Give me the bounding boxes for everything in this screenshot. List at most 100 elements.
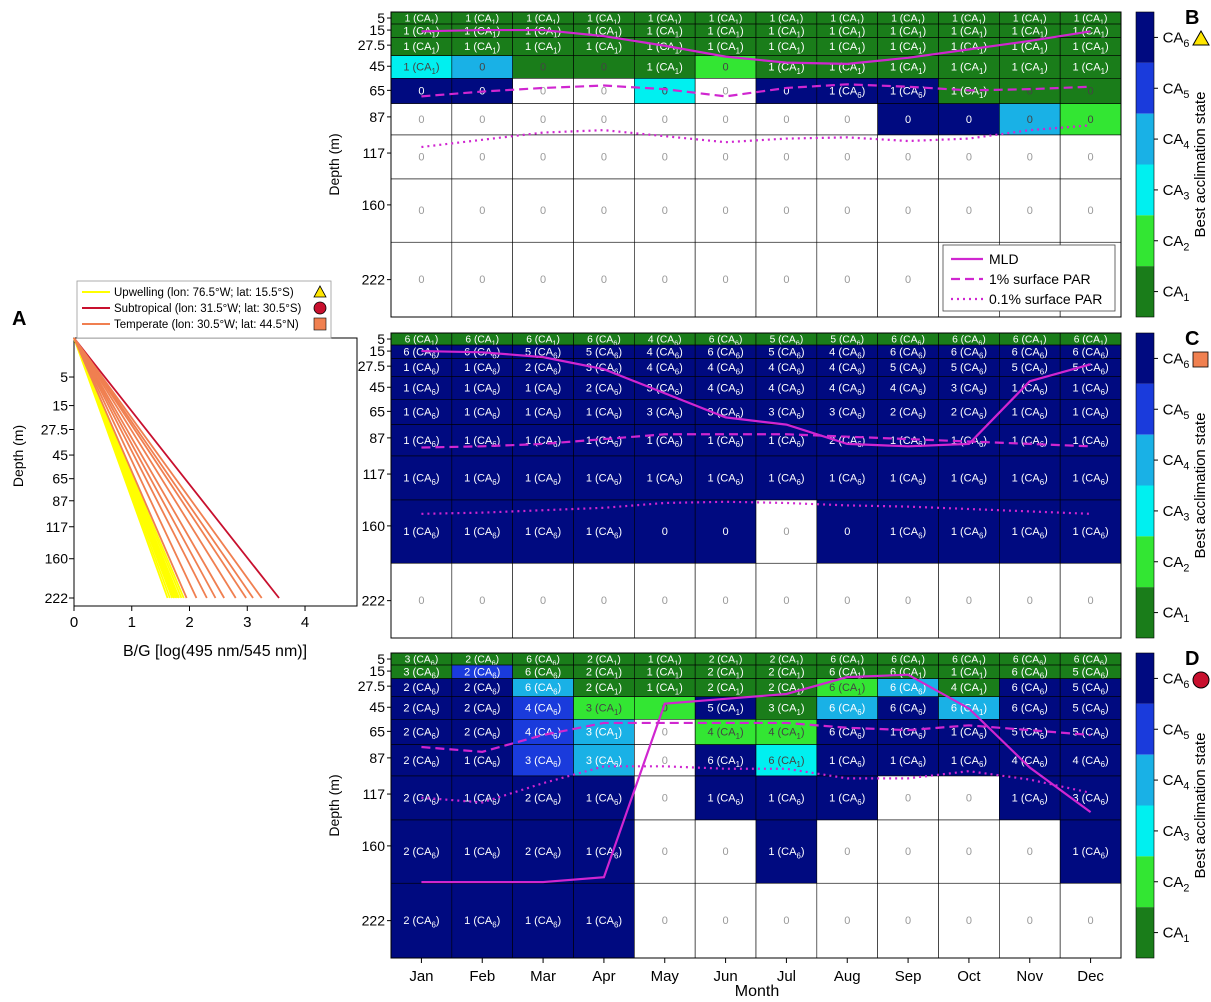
panel-d-colorbar-seg-0 <box>1136 653 1154 704</box>
panel-c-ytick-7: 160 <box>362 518 386 534</box>
panel-d-cell-5-8 <box>877 744 939 777</box>
panel-d-xtick-7: Aug <box>834 968 861 985</box>
panel-c-cell-label-2-7: 4 (CA6) <box>829 362 865 376</box>
panel-b-colorbar-seg-5 <box>1136 266 1154 317</box>
panel-b-cell-label-8-2: 0 <box>540 274 546 286</box>
panel-c-cell-label-2-4: 4 (CA6) <box>647 362 683 376</box>
panel-b-cell-4-0 <box>390 78 453 104</box>
panel-a-lines <box>73 337 280 599</box>
series-line-2-1 <box>73 337 198 599</box>
series-line-2-6 <box>73 337 247 599</box>
panel-c-cell-8-5 <box>694 562 757 639</box>
panel-b-cell-label-4-2: 0 <box>540 85 546 97</box>
panel-c-cell-label-0-1: 6 (CA1) <box>465 334 499 347</box>
panel-c-cell-label-0-3: 6 (CA6) <box>587 334 621 347</box>
panel-d-cell-label-2-8: 6 (CA6) <box>890 682 926 696</box>
panel-b-cell-label-8-1: 0 <box>479 274 485 286</box>
panel-b-cell-label-6-8: 0 <box>905 151 911 163</box>
panel-b: 1 (CA1) 1 (CA1) 1 (CA1) 1 (CA1) 1 (CA1) 1 (CA… <box>326 7 1210 318</box>
panel-d-ytick-4: 65 <box>369 723 385 739</box>
panel-c-cell-label-7-5: 0 <box>723 526 729 538</box>
panel-c-ytick-8: 222 <box>362 593 386 609</box>
panel-c-colorbar-seg-3 <box>1136 485 1154 537</box>
panel-d-par1-line <box>421 721 1091 753</box>
panel-d-cell-8-3 <box>573 882 635 959</box>
panel-b-cell-label-1-6: 1 (CA1) <box>768 25 804 39</box>
panel-b-cell-label-0-11: 1 (CA1) <box>1074 13 1108 26</box>
panel-c-colorbar-seg-1 <box>1136 383 1154 435</box>
panel-c-cell-label-4-3: 1 (CA6) <box>586 406 622 420</box>
panel-d-frame <box>390 652 1122 959</box>
panel-d-cell-label-0-9: 6 (CA1) <box>952 654 986 667</box>
panel-d-cell-label-3-3: 3 (CA1) <box>586 703 622 717</box>
panel-d-cell-label-7-7: 0 <box>844 846 850 858</box>
panel-c-cell-label-3-9: 3 (CA6) <box>951 383 987 397</box>
panel-c-ytick-1: 15 <box>369 343 385 359</box>
panel-b-cell-label-5-10: 0 <box>1027 114 1033 126</box>
panel-d-xtick-11: Dec <box>1077 968 1104 985</box>
panel-d-colorbar-label-4: CA2 <box>1163 874 1190 895</box>
panel-d-ytick-3: 45 <box>369 699 385 715</box>
panel-d-ytick-0: 5 <box>377 651 385 667</box>
panel-b-cell-label-7-8: 0 <box>905 205 911 217</box>
panel-b-cell-6-8 <box>877 134 939 180</box>
panel-d-cell-label-6-0: 2 (CA6) <box>403 792 439 806</box>
panel-b-cell-label-7-7: 0 <box>844 205 850 217</box>
panel-b-cell-label-2-1: 1 (CA1) <box>464 41 500 55</box>
panel-d-cell-label-2-11: 5 (CA6) <box>1072 682 1108 696</box>
panel-b-cell-label-8-7: 0 <box>844 274 850 286</box>
panel-c-cell-label-3-7: 4 (CA6) <box>829 383 865 397</box>
panel-c-cell-label-4-10: 1 (CA6) <box>1012 406 1048 420</box>
panel-b-cell-5-8 <box>877 103 939 136</box>
panel-b-cell-6-3 <box>573 134 635 180</box>
panel-d-cell-label-1-11: 5 (CA6) <box>1072 666 1108 680</box>
panel-b-cell-label-2-0: 1 (CA1) <box>403 41 439 55</box>
panel-d-cell-label-1-4: 1 (CA1) <box>647 666 683 680</box>
panel-c-cell-label-5-11: 1 (CA6) <box>1072 435 1108 449</box>
panel-b-cell-label-0-7: 1 (CA1) <box>830 13 864 26</box>
panel-c-cell-label-6-6: 1 (CA6) <box>768 472 804 486</box>
panel-b-cell-label-4-8: 1 (CA6) <box>890 85 926 99</box>
panel-c-cell-label-0-5: 6 (CA6) <box>709 334 743 347</box>
panel-d-cell-label-7-6: 1 (CA6) <box>768 846 804 860</box>
panel-b-cell-label-0-3: 1 (CA1) <box>587 13 621 26</box>
panel-c-cell-8-10 <box>999 562 1061 639</box>
panel-d-cell-4-0 <box>390 719 453 745</box>
panel-c-cell-label-4-9: 2 (CA6) <box>951 406 987 420</box>
panel-b-cell-label-3-4: 1 (CA1) <box>647 62 683 76</box>
series-line-2-4 <box>73 337 225 599</box>
panel-c-cell-8-11 <box>1059 562 1122 639</box>
panel-c-cell-label-0-2: 6 (CA1) <box>526 334 560 347</box>
panel-b-cell-label-5-6: 0 <box>783 114 789 126</box>
panel-b-cell-label-8-4: 0 <box>662 274 668 286</box>
panel-b-cell-7-4 <box>634 178 696 243</box>
panel-c-cell-label-1-5: 6 (CA6) <box>707 346 743 360</box>
panel-d-cell-label-6-10: 1 (CA6) <box>1012 792 1048 806</box>
panel-b-cell-6-0 <box>390 134 453 180</box>
panel-b-cell-label-4-3: 0 <box>601 85 607 97</box>
panel-d-colorbar-label: Best acclimation state <box>1192 733 1209 879</box>
panel-d-cell-label-8-5: 0 <box>723 915 729 927</box>
panel-d-cell-7-5 <box>694 819 757 884</box>
panel-d-cell-7-2 <box>512 819 574 884</box>
panel-c-ytick-4: 65 <box>369 403 385 419</box>
panel-c-cell-6-4 <box>634 455 696 501</box>
panel-c-ytick-2: 27.5 <box>358 358 385 374</box>
panel-c-cell-label-8-5: 0 <box>723 595 729 607</box>
panel-d-cell-label-6-11: 3 (CA6) <box>1072 792 1108 806</box>
panel-c-cell-label-4-4: 3 (CA6) <box>647 406 683 420</box>
panel-b-colorbar-label: Best acclimation state <box>1192 92 1209 238</box>
panel-d-cell-7-6 <box>755 819 818 884</box>
panel-c-cell-label-0-10: 6 (CA1) <box>1013 334 1047 347</box>
panel-d-ylabel: Depth (m) <box>326 774 342 836</box>
panel-d-cell-label-3-1: 2 (CA6) <box>464 703 500 717</box>
panel-d-cell-label-6-3: 1 (CA6) <box>586 792 622 806</box>
panel-c-cell-label-6-7: 1 (CA6) <box>829 472 865 486</box>
panel-b-cell-label-6-7: 0 <box>844 151 850 163</box>
panel-b-cell-label-1-5: 1 (CA1) <box>707 25 743 39</box>
panel-d-colorbar-seg-5 <box>1136 907 1154 958</box>
panel-b-cell-label-5-11: 0 <box>1088 114 1094 126</box>
panel-d-cell-label-4-5: 4 (CA1) <box>707 726 743 740</box>
panel-b-cell-label-2-3: 1 (CA1) <box>586 41 622 55</box>
panel-b-ytick-5: 87 <box>369 109 385 125</box>
